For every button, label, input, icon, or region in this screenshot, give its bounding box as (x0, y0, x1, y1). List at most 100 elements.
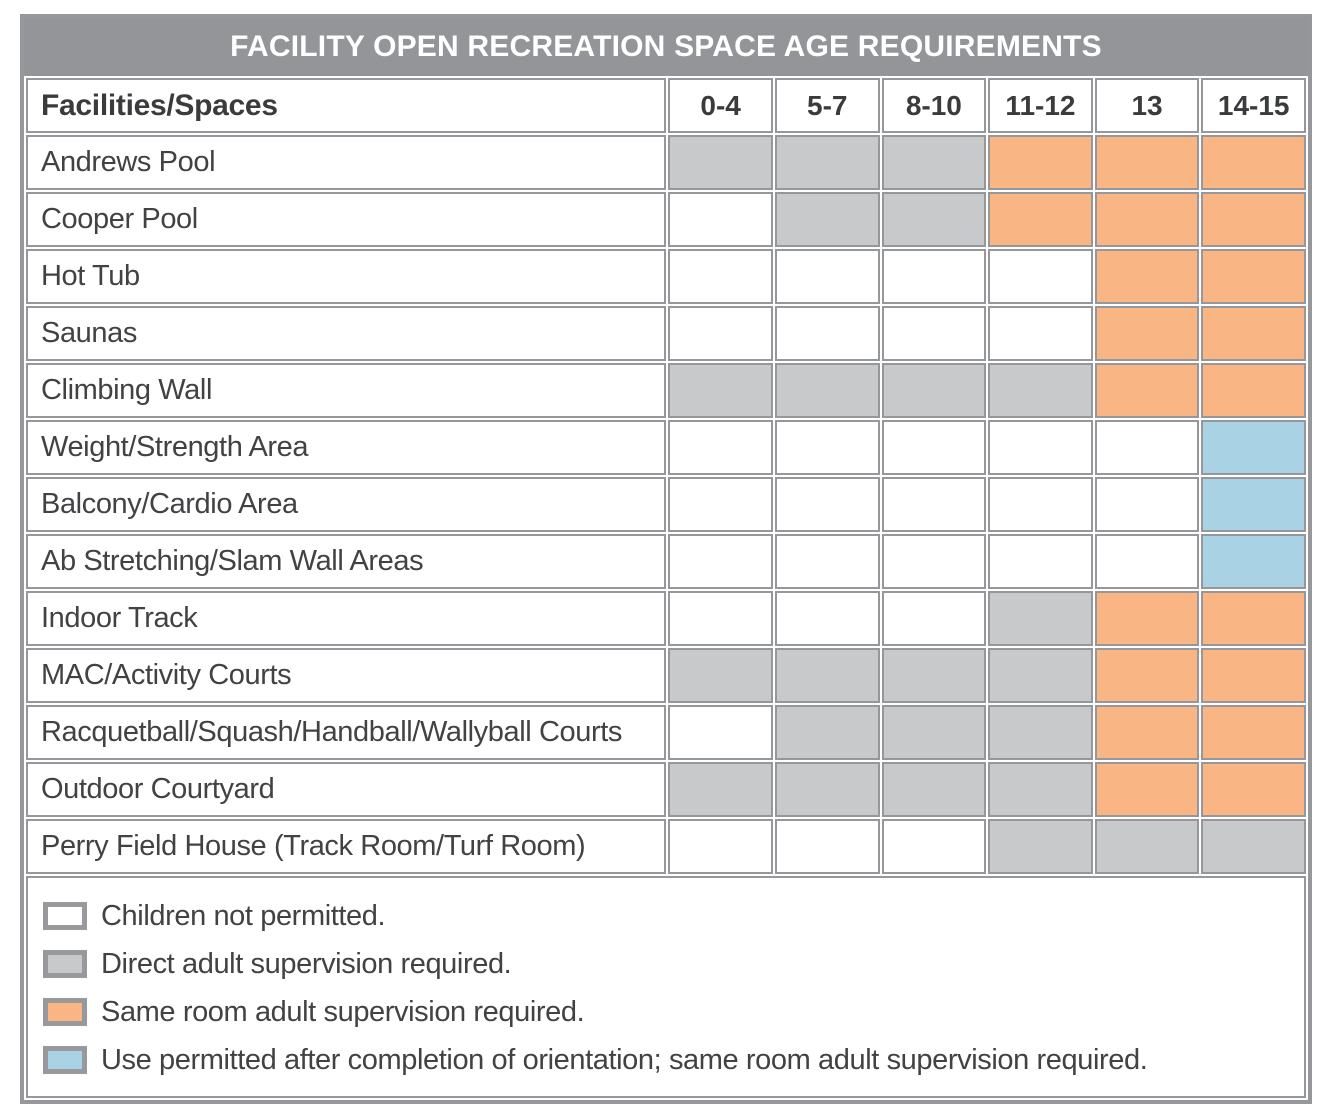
table-row: Outdoor Courtyard (26, 762, 1306, 817)
age-cell (1094, 648, 1200, 703)
age-cell (988, 819, 1093, 874)
column-header-facilities: Facilities/Spaces (26, 78, 667, 133)
age-cell (1094, 534, 1200, 589)
age-cell (1094, 363, 1200, 418)
legend-item: Children not permitted. (28, 892, 1304, 940)
column-header-age: 11-12 (988, 78, 1093, 133)
age-cell (881, 135, 987, 190)
age-cell (668, 135, 773, 190)
age-cell (881, 648, 987, 703)
age-cell (774, 762, 880, 817)
age-cell (988, 705, 1093, 760)
age-cell (1201, 135, 1306, 190)
age-cell (988, 591, 1093, 646)
facility-label: Climbing Wall (26, 363, 667, 418)
age-cell (774, 648, 880, 703)
age-requirements-sheet: FACILITY OPEN RECREATION SPACE AGE REQUI… (20, 14, 1312, 1104)
age-cell (668, 534, 773, 589)
age-cell (1201, 363, 1306, 418)
age-cell (668, 705, 773, 760)
age-cell (988, 135, 1093, 190)
age-cell (988, 477, 1093, 532)
facility-label: Weight/Strength Area (26, 420, 667, 475)
age-cell (1201, 306, 1306, 361)
age-cell (774, 192, 880, 247)
legend-swatch-gray (43, 950, 87, 978)
table-row: Ab Stretching/Slam Wall Areas (26, 534, 1306, 589)
age-cell (774, 306, 880, 361)
age-cell (881, 249, 987, 304)
facility-label: Indoor Track (26, 591, 667, 646)
age-cell (1201, 420, 1306, 475)
facility-label: Perry Field House (Track Room/Turf Room) (26, 819, 667, 874)
age-cell (668, 306, 773, 361)
table-row: Andrews Pool (26, 135, 1306, 190)
facility-label: Balcony/Cardio Area (26, 477, 667, 532)
column-header-age: 13 (1094, 78, 1200, 133)
age-cell (1094, 819, 1200, 874)
column-header-age: 0-4 (668, 78, 773, 133)
legend-item: Same room adult supervision required. (28, 988, 1304, 1036)
table-row: Cooper Pool (26, 192, 1306, 247)
legend-swatch-orange (43, 998, 87, 1026)
age-cell (988, 192, 1093, 247)
age-cell (1094, 306, 1200, 361)
table-row: Indoor Track (26, 591, 1306, 646)
table-row: Hot Tub (26, 249, 1306, 304)
age-cell (1201, 762, 1306, 817)
legend-label: Same room adult supervision required. (101, 995, 585, 1028)
facility-label: MAC/Activity Courts (26, 648, 667, 703)
age-cell (774, 705, 880, 760)
age-cell (774, 477, 880, 532)
age-cell (881, 420, 987, 475)
legend-label: Children not permitted. (101, 899, 386, 932)
age-cell (774, 591, 880, 646)
age-cell (668, 648, 773, 703)
table-row: Racquetball/Squash/Handball/Wallyball Co… (26, 705, 1306, 760)
age-cell (668, 477, 773, 532)
table-row: Weight/Strength Area (26, 420, 1306, 475)
column-header-age: 8-10 (881, 78, 987, 133)
table-row: Climbing Wall (26, 363, 1306, 418)
age-cell (774, 363, 880, 418)
legend-item: Direct adult supervision required. (28, 940, 1304, 988)
header-row: Facilities/Spaces 0-4 5-7 8-10 11-12 13 14-15 (26, 78, 1306, 133)
legend-swatch-blue (43, 1046, 87, 1074)
age-cell (881, 477, 987, 532)
age-cell (668, 420, 773, 475)
age-cell (1094, 135, 1200, 190)
legend-label: Direct adult supervision required. (101, 947, 512, 980)
age-cell (1201, 192, 1306, 247)
requirements-grid: Facilities/Spaces 0-4 5-7 8-10 11-12 13 14-15… (24, 76, 1308, 876)
age-cell (1201, 534, 1306, 589)
age-cell (1094, 762, 1200, 817)
age-cell (1094, 705, 1200, 760)
age-cell (668, 591, 773, 646)
age-cell (668, 363, 773, 418)
legend-label: Use permitted after completion of orient… (101, 1043, 1148, 1076)
age-cell (988, 420, 1093, 475)
age-cell (881, 591, 987, 646)
legend: Children not permitted. Direct adult supe… (26, 876, 1306, 1098)
column-header-age: 14-15 (1201, 78, 1306, 133)
age-cell (988, 249, 1093, 304)
age-cell (988, 762, 1093, 817)
age-cell (774, 534, 880, 589)
age-cell (1094, 249, 1200, 304)
age-cell (1094, 192, 1200, 247)
table-row: Saunas (26, 306, 1306, 361)
table-row: MAC/Activity Courts (26, 648, 1306, 703)
age-cell (988, 363, 1093, 418)
age-cell (881, 534, 987, 589)
age-cell (774, 420, 880, 475)
age-cell (668, 249, 773, 304)
age-cell (881, 705, 987, 760)
age-cell (881, 819, 987, 874)
age-cell (988, 306, 1093, 361)
age-cell (1094, 591, 1200, 646)
table-title: FACILITY OPEN RECREATION SPACE AGE REQUI… (24, 18, 1308, 76)
facility-label: Cooper Pool (26, 192, 667, 247)
facility-label: Outdoor Courtyard (26, 762, 667, 817)
age-cell (668, 192, 773, 247)
age-cell (1201, 591, 1306, 646)
